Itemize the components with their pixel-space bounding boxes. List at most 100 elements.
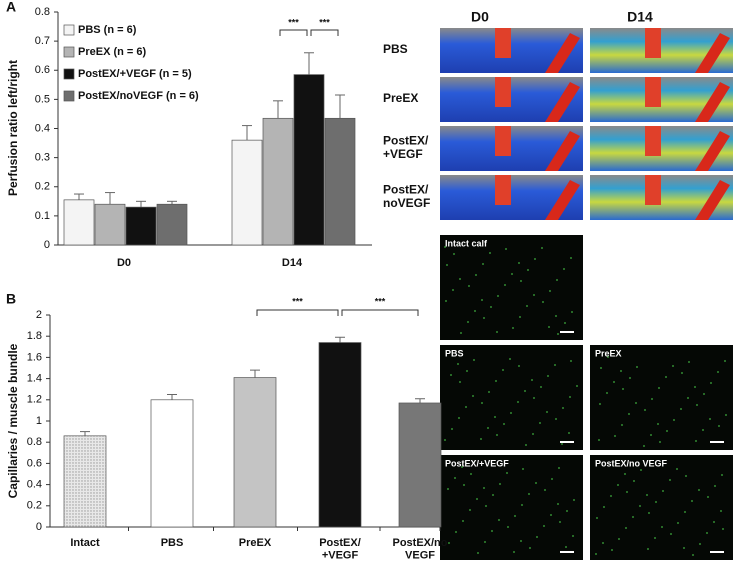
capillary-stain [524,390,526,392]
capillary-stain [683,547,685,549]
capillary-stain [611,549,613,551]
capillary-stain [707,496,709,498]
capillary-stain [548,326,550,328]
capillary-stain [633,480,635,482]
capillary-stain [613,381,615,383]
vessel-signal [545,33,580,73]
capillary-stain [691,500,693,502]
capillary-stain [474,310,476,312]
capillary-stain [658,387,660,389]
capillary-stain [618,538,620,540]
scale-bar [560,551,574,553]
x-tick-label: PostEX/no VEGF [392,537,447,562]
capillary-stain [717,371,719,373]
capillary-stain [498,519,500,521]
capillary-stain [556,279,558,281]
significance-label: *** [288,17,299,27]
legend-swatch [63,90,75,102]
capillary-stain [710,382,712,384]
y-axis-title: Perfusion ratio left/right [6,60,20,196]
capillary-stain [625,527,627,529]
capillary-stain [626,491,628,493]
capillary-stain [694,386,696,388]
vessel-signal [545,82,580,122]
capillary-stain [488,391,490,393]
capillary-stain [513,551,515,553]
capillary-stain [698,489,700,491]
capillary-stain [636,366,638,368]
significance-bracket [310,29,339,36]
vessel-signal [495,126,511,156]
y-axis-title: Capillaries / muscle bundle [6,343,20,498]
bar [125,206,157,246]
capillary-stain [610,495,612,497]
capillary-stain [444,246,446,248]
capillary-stain [476,498,478,500]
capillary-stain [477,552,479,554]
capillary-stain [504,284,506,286]
capillary-stain [534,258,536,260]
capillary-stain [672,365,674,367]
capillary-stain [599,403,601,405]
capillary-stain [562,407,564,409]
capillary-stain [724,360,726,362]
capillary-stain [568,432,570,434]
y-tick-label: 0.8 [27,436,42,448]
capillary-stain [614,435,616,437]
x-tick-label: PreEX [239,537,272,549]
scale-bar [560,441,574,443]
legend-label: PBS (n = 6) [78,24,137,36]
legend-swatch [63,24,75,36]
bar [156,203,188,246]
capillary-stain [725,414,727,416]
capillary-stain [557,503,559,505]
capillary-stain [481,299,483,301]
capillary-stain [629,377,631,379]
vessel-signal [495,175,511,205]
capillary-stain [505,248,507,250]
vessel-signal [545,131,580,171]
capillary-stain [459,278,461,280]
significance-bracket [341,309,419,316]
significance-bracket [279,29,308,36]
column-header: D14 [627,9,653,25]
capillary-stain [703,393,705,395]
micrograph-label: PBS [445,348,464,358]
capillary-stain [497,295,499,297]
capillary-stain [503,423,505,425]
capillary-stain [650,434,652,436]
legend-label: PostEX/+VEGF (n = 5) [78,68,192,80]
capillary-stain [448,542,450,544]
capillary-stain [566,510,568,512]
capillary-stain [499,483,501,485]
capillary-stain [669,479,671,481]
y-tick-label: 2 [36,309,42,321]
vessel-signal [695,131,730,171]
capillary-stain [706,532,708,534]
capillary-stain [531,379,533,381]
capillary-stain [606,392,608,394]
capillary-stain [714,485,716,487]
y-tick-label: 0.4 [27,479,42,491]
capillary-stain [483,487,485,489]
micrograph-label: PreEX [595,348,622,358]
capillary-stain [696,404,698,406]
capillary-stain [565,546,567,548]
y-tick-label: 0.1 [35,210,50,222]
y-tick-label: 1.2 [27,394,42,406]
capillary-stain [466,370,468,372]
x-tick-label: PBS [161,537,184,549]
capillary-stain [483,317,485,319]
capillary-stain [446,264,448,266]
capillary-stain [654,537,656,539]
vessel-signal [645,28,661,58]
scale-bar [560,331,574,333]
legend-swatch [63,68,75,80]
capillary-stain [518,365,520,367]
capillary-stain [481,402,483,404]
capillary-stain [525,444,527,446]
capillary-stain [532,433,534,435]
capillary-stain [460,332,462,334]
y-tick-label: 0.5 [35,93,50,105]
capillary-stain [563,268,565,270]
